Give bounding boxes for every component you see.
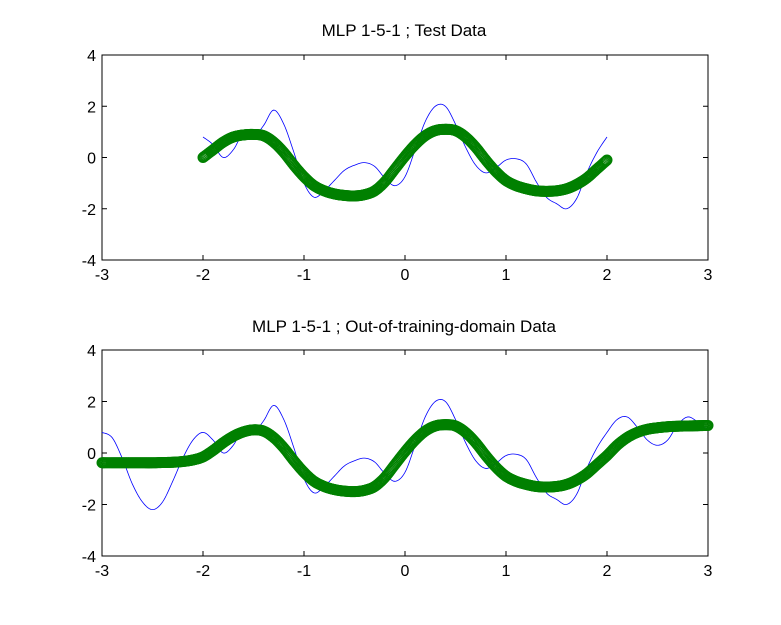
x-tick-label: 1 <box>502 267 511 284</box>
y-tick-label: 0 <box>87 151 96 168</box>
plot-series <box>96 399 714 511</box>
x-tick-label: 0 <box>401 563 410 580</box>
y-tick-label: -2 <box>82 498 96 515</box>
prediction-marker <box>601 154 613 166</box>
x-axis: -3 -2 -1 0 1 2 3 <box>95 350 713 580</box>
subplot-out-of-domain-data: MLP 1-5-1 ; Out-of-training-domain Data … <box>82 317 714 580</box>
subplot-test-data: MLP 1-5-1 ; Test Data -3 -2 -1 0 1 2 3 -4 -2 0 2 4 <box>82 21 713 284</box>
x-tick-label: 2 <box>603 267 612 284</box>
x-tick-label: 1 <box>502 563 511 580</box>
x-tick-label: -1 <box>297 267 311 284</box>
prediction-marker <box>598 157 610 169</box>
y-tick-label: -4 <box>82 253 96 270</box>
y-tick-label: 2 <box>87 395 96 412</box>
x-tick-label: 2 <box>603 563 612 580</box>
x-tick-label: -2 <box>196 563 210 580</box>
subplot-title: MLP 1-5-1 ; Test Data <box>322 21 487 40</box>
prediction-marker <box>702 419 714 431</box>
y-tick-label: 0 <box>87 446 96 463</box>
x-tick-label: 3 <box>704 563 713 580</box>
y-tick-label: 2 <box>87 99 96 116</box>
y-tick-label: 4 <box>87 48 96 65</box>
x-tick-label: 0 <box>401 267 410 284</box>
true-function-line <box>101 399 709 511</box>
x-tick-label: -3 <box>95 563 109 580</box>
y-axis: -4 -2 0 2 4 <box>82 343 708 566</box>
x-tick-label: -3 <box>95 267 109 284</box>
x-tick-label: 3 <box>704 267 713 284</box>
x-axis: -3 -2 -1 0 1 2 3 <box>95 55 713 284</box>
y-tick-label: -4 <box>82 549 96 566</box>
plot-series <box>197 103 613 210</box>
y-tick-label: -2 <box>82 202 96 219</box>
subplot-title: MLP 1-5-1 ; Out-of-training-domain Data <box>252 317 556 336</box>
y-axis: -4 -2 0 2 4 <box>82 48 708 270</box>
x-tick-label: -1 <box>297 563 311 580</box>
prediction-marker <box>598 156 610 168</box>
y-tick-label: 4 <box>87 343 96 360</box>
prediction-marker <box>599 156 611 168</box>
prediction-marker <box>600 155 612 167</box>
x-tick-label: -2 <box>196 267 210 284</box>
